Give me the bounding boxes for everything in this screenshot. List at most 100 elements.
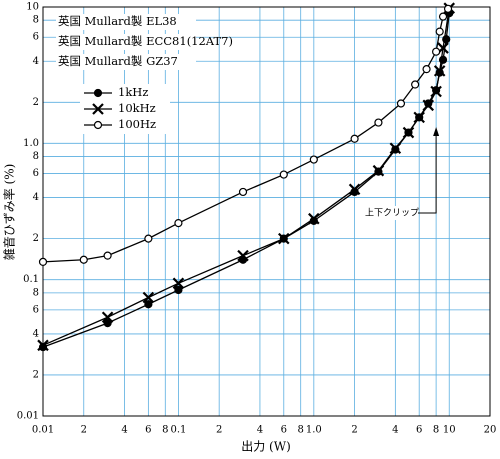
x-tick-label: 0.1 (170, 425, 186, 436)
marker-x (142, 291, 155, 304)
y-tick-label: 8 (33, 15, 39, 26)
marker (432, 47, 441, 56)
marker-x (402, 126, 415, 139)
note: 英国 Mullard製 GZ37 (58, 54, 178, 68)
y-tick-label: 8 (33, 151, 39, 162)
y-tick-label: 6 (33, 168, 39, 179)
x-tick-label: 4 (257, 425, 263, 436)
y-tick-label: 6 (33, 32, 39, 43)
marker (144, 234, 153, 243)
y-axis-label: 雑音ひずみ率 (%) (2, 164, 17, 261)
marker-x (37, 339, 49, 352)
marker (430, 85, 442, 98)
marker-x (389, 142, 402, 155)
marker (38, 257, 48, 266)
y-tick-label: 0.01 (17, 411, 39, 422)
marker (92, 103, 104, 115)
note-bg (56, 54, 196, 70)
marker (374, 118, 383, 127)
marker (350, 134, 359, 143)
y-tick-label: 1.0 (23, 138, 39, 149)
x-tick-label: 2 (81, 425, 87, 436)
x-tick-label: 2 (216, 425, 222, 436)
marker (144, 300, 153, 309)
marker (443, 4, 453, 13)
marker (278, 232, 290, 245)
marker-x (433, 65, 446, 77)
x-tick-label: 2 (351, 425, 357, 436)
x-tick-label: 4 (392, 425, 398, 436)
marker (348, 183, 361, 196)
note: 英国 Mullard製 ECC81(12AT7) (58, 34, 233, 48)
x-axis-label: 出力 (W) (241, 440, 291, 454)
x-tick-label: 4 (121, 425, 127, 436)
marker (402, 126, 415, 139)
x-tick-label: 8 (298, 425, 304, 436)
marker (433, 65, 446, 77)
marker (93, 88, 103, 98)
plot-frame (42, 6, 491, 417)
y-tick-label: 2 (33, 369, 39, 380)
marker (103, 319, 112, 328)
marker (238, 187, 248, 197)
marker (172, 277, 185, 290)
y-tick-label: 8 (33, 287, 39, 298)
marker (435, 27, 444, 36)
marker (309, 155, 318, 164)
marker-x (372, 164, 385, 177)
marker (79, 255, 88, 264)
marker (422, 65, 431, 74)
marker (101, 311, 114, 324)
marker-x (172, 277, 185, 290)
marker-x (422, 99, 435, 112)
y-tick-label: 2 (33, 97, 39, 108)
x-tick-label: 1.0 (306, 425, 322, 436)
x-tick-label: 6 (416, 425, 422, 436)
legend-label: 100Hz (118, 117, 156, 131)
y-tick-label: 4 (33, 328, 39, 339)
x-tick-label: 6 (145, 425, 151, 436)
y-tick-label: 6 (33, 304, 39, 315)
marker (142, 291, 155, 304)
marker (174, 218, 183, 228)
marker (93, 120, 103, 130)
note: 英国 Mullard製 EL38 (58, 14, 177, 28)
marker (438, 12, 448, 21)
marker (396, 99, 406, 108)
marker (37, 339, 49, 352)
annotation-bg (362, 206, 418, 220)
marker-x (430, 85, 442, 98)
y-tick-label: 0.1 (23, 274, 39, 285)
x-tick-label: 8 (433, 425, 439, 436)
marker (411, 80, 420, 89)
note-bg (56, 14, 196, 30)
marker-x (348, 183, 361, 196)
marker (389, 142, 402, 155)
marker-x (413, 111, 425, 124)
marker (279, 170, 288, 179)
annotation: 上下クリップ (365, 208, 419, 219)
note-bg (56, 34, 196, 50)
marker-x (308, 212, 320, 225)
marker-x (278, 232, 290, 245)
x-tick-label: 6 (281, 425, 287, 436)
annotation-arrowhead (433, 127, 440, 136)
marker (174, 285, 183, 295)
marker-x (101, 311, 114, 324)
x-tick-label: 8 (162, 425, 168, 436)
x-tick-label: 0.01 (32, 425, 54, 436)
x-tick-label: 20 (484, 425, 497, 436)
legend-label: 1kHz (118, 85, 148, 99)
y-tick-label: 2 (33, 233, 39, 244)
marker (422, 99, 435, 112)
marker (372, 164, 385, 177)
y-tick-label: 10 (26, 2, 39, 13)
annotation-arrow (418, 132, 437, 214)
marker (308, 212, 320, 225)
marker (103, 251, 112, 260)
marker-x (237, 249, 249, 262)
x-tick-label: 10 (443, 425, 456, 436)
legend-label: 10kHz (118, 101, 156, 115)
marker (413, 111, 425, 124)
